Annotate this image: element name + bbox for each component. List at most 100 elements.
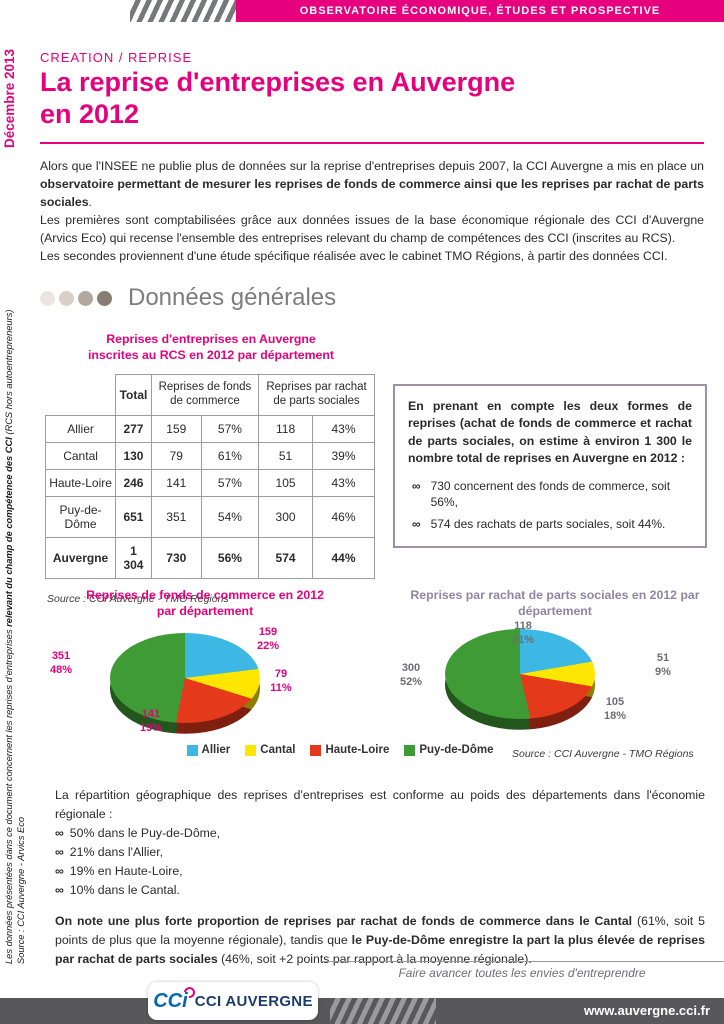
side-note-text: Les données présentées dans ce document … <box>3 272 15 964</box>
pie-label-cantal: 79 11% <box>258 668 304 696</box>
info-box-bullet-text: 730 concernent des fonds de commerce, so… <box>430 478 671 509</box>
tagline-text: Faire avancer toutes les envies d'entrep… <box>398 966 646 980</box>
analysis-bullets: ∞ 50% dans le Puy-de-Dôme, ∞ 21% dans l'Al… <box>55 824 705 900</box>
diagonal-stripes-icon <box>330 998 436 1024</box>
title-rule <box>40 142 704 144</box>
infinity-bullet-icon: ∞ <box>55 864 64 878</box>
side-note-source: Source : CCI Auvergne - Arvics Eco <box>16 816 26 964</box>
pie-label-pct: 19% <box>139 721 163 734</box>
footer-url-link[interactable]: www.auvergne.cci.fr <box>584 1003 710 1018</box>
row-label: Puy-de-Dôme <box>44 495 117 538</box>
cell-fonds-n: 351 <box>150 495 202 538</box>
infinity-bullet-icon: ∞ <box>412 478 421 493</box>
pie-label-puy-de-dome: 351 48% <box>38 650 84 678</box>
legend-swatch-icon <box>245 744 257 756</box>
cell-parts-n: 118 <box>258 414 314 443</box>
legend-item-haute-loire: Haute-Loire <box>310 744 389 756</box>
pie-face-layer <box>445 629 595 719</box>
pie-label-value: 79 <box>274 668 288 680</box>
section-dot-icon <box>40 290 55 306</box>
intro-paragraphs: Alors que l'INSEE ne publie plus de donn… <box>40 157 704 265</box>
legend-label: Cantal <box>260 744 296 756</box>
legend-label: Haute-Loire <box>325 744 390 756</box>
legend-item-allier: Allier <box>186 744 230 756</box>
cell-parts-pct: 43% <box>312 468 375 497</box>
top-banner: OBSERVATOIRE ÉCONOMIQUE, ÉTUDES ET PROSP… <box>0 0 724 22</box>
pie-label-value: 105 <box>605 696 625 708</box>
cell-parts-pct: 39% <box>312 441 375 470</box>
cell-total: 130 <box>115 441 152 470</box>
chart-legend: Allier Cantal Haute-Loire Puy-de-Dôme <box>150 744 530 756</box>
cci-logo-text: CCI AUVERGNE <box>194 992 313 1010</box>
col-header-fonds: Reprises de fonds de commerce <box>150 373 260 416</box>
infinity-bullet-icon: ∞ <box>55 845 64 859</box>
pie-label-value: 141 <box>141 708 161 720</box>
legend-swatch-icon <box>404 744 416 756</box>
infinity-bullet-icon: ∞ <box>55 826 64 840</box>
pie-chart-fonds <box>110 633 260 734</box>
col-header-parts: Reprises par rachat de parts sociales <box>258 373 375 416</box>
pie-label-cantal: 51 9% <box>640 652 686 680</box>
page-title: La reprise d'entreprises en Auvergne en … <box>40 66 515 131</box>
cell-parts-n: 300 <box>258 495 314 538</box>
cell-parts-pct: 43% <box>312 414 375 443</box>
section-dot-icon <box>97 290 112 306</box>
pie-label-allier: 159 22% <box>245 626 291 654</box>
conclusion-regular-2: (46%, soit +2 points par rapport à la mo… <box>217 952 532 966</box>
table-corner-cell <box>45 374 117 416</box>
top-banner-title: OBSERVATOIRE ÉCONOMIQUE, ÉTUDES ET PROSP… <box>299 5 661 17</box>
cell-parts-n: 51 <box>258 441 314 470</box>
cell-fonds-n: 730 <box>150 536 202 579</box>
pie-face-layer <box>110 633 260 723</box>
table-title-line2: inscrites au RCS en 2012 par département <box>87 347 335 362</box>
analysis-bullet-text: 10% dans le Cantal. <box>69 883 180 897</box>
conclusion-bold-1: On note une plus forte proportion de rep… <box>55 914 633 928</box>
info-box-bullet: ∞ 574 des rachats de parts sociales, soi… <box>412 516 692 532</box>
reprises-table: Total Reprises de fonds de commerce Repr… <box>44 373 375 579</box>
intro-paragraph-1: Alors que l'INSEE ne publie plus de donn… <box>40 157 704 211</box>
analysis-bullet: ∞ 50% dans le Puy-de-Dôme, <box>55 824 705 843</box>
intro-paragraph-3: Les secondes proviennent d'une étude spé… <box>40 249 668 263</box>
cell-parts-pct: 46% <box>312 495 375 538</box>
cci-auvergne-logo: CCi CCI AUVERGNE <box>148 982 318 1020</box>
info-box-lead: En prenant en compte les deux formes de … <box>408 399 692 466</box>
analysis-bullet-text: 19% en Haute-Loire, <box>69 864 183 878</box>
col-header-total: Total <box>115 373 152 416</box>
cell-total: 651 <box>115 495 152 538</box>
cell-total: 246 <box>115 468 152 497</box>
analysis-block: La répartition géographique des reprises… <box>55 786 705 969</box>
row-label: Haute-Loire <box>44 468 117 497</box>
cell-total: 1 304 <box>115 536 152 579</box>
kicker: CREATION / REPRISE <box>40 50 193 65</box>
footer-tagline: Faire avancer toutes les envies d'entrep… <box>320 961 724 980</box>
table-row: Allier 277 159 57% 118 43% <box>44 414 375 443</box>
row-label: Cantal <box>44 441 117 470</box>
pie-label-haute-loire: 141 19% <box>128 708 174 736</box>
page-title-line2: en 2012 <box>40 99 140 130</box>
row-label: Allier <box>44 414 117 443</box>
footer-bar: www.auvergne.cci.fr <box>0 998 724 1024</box>
table-row-total: Auvergne 1 304 730 56% 574 44% <box>44 536 375 579</box>
vertical-side-note: Les données présentées dans ce document … <box>3 272 27 964</box>
pie-label-value: 118 <box>514 620 532 632</box>
analysis-bullet: ∞ 10% dans le Cantal. <box>55 881 705 900</box>
conclusion-bold-2: le Puy-de-Dôme enregistre la part la plu… <box>55 933 705 966</box>
analysis-bullet: ∞ 19% en Haute-Loire, <box>55 862 705 881</box>
pie-label-value: 51 <box>656 652 670 664</box>
pie-label-pct: 18% <box>603 709 627 722</box>
conclusion-regular-1: (61%, soit 5 points de plus que la moyen… <box>55 914 705 947</box>
analysis-bullet: ∞ 21% dans l'Allier, <box>55 843 705 862</box>
cell-fonds-n: 159 <box>150 414 202 443</box>
right-chart-title: Reprises par rachat de parts sociales en… <box>410 588 700 618</box>
intro-paragraph-2: Les premières sont comptabilisées grâce … <box>40 213 704 245</box>
pie-label-pct: 52% <box>399 675 423 688</box>
side-note-paren: (RCS hors autoentrepreneurs) <box>4 309 14 435</box>
analysis-intro: La répartition géographique des reprises… <box>55 788 705 821</box>
pie-label-puy-de-dome: 300 52% <box>388 662 434 690</box>
page-title-line1: La reprise d'entreprises en Auvergne <box>40 67 516 97</box>
cell-fonds-pct: 61% <box>200 441 260 470</box>
table-row: Puy-de-Dôme 651 351 54% 300 46% <box>44 495 375 538</box>
section-heading: Données générales <box>40 284 336 312</box>
diagonal-stripes-icon <box>130 0 236 22</box>
